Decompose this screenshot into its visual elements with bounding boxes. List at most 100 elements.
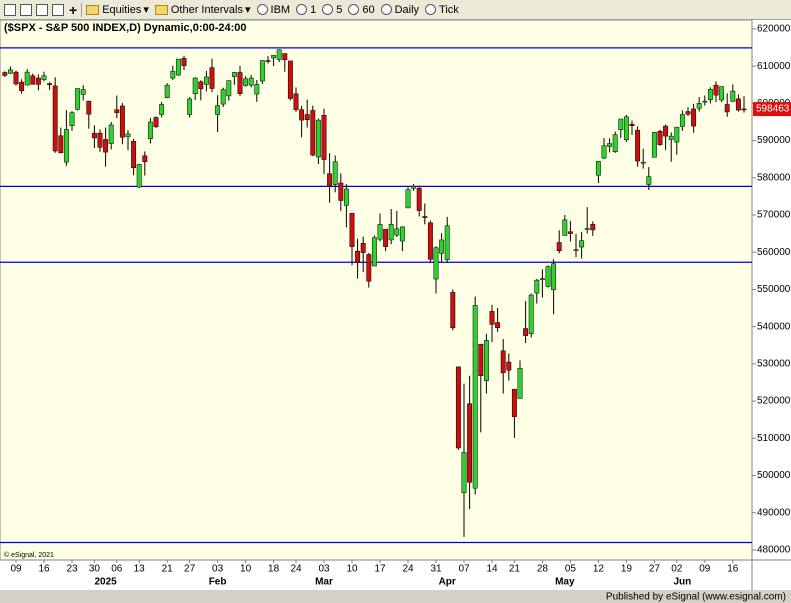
- y-tick-label: 590000: [757, 135, 791, 146]
- candle-body: [696, 103, 702, 109]
- candle-body: [562, 219, 568, 236]
- candle-body: [226, 80, 232, 97]
- dropdown-arrow[interactable]: ▾: [143, 4, 149, 16]
- x-tick-label: 02: [671, 564, 683, 575]
- candle-body: [310, 110, 316, 156]
- toolbar-item[interactable]: Daily: [394, 3, 420, 16]
- candle-body: [203, 76, 209, 85]
- add-icon[interactable]: +: [69, 1, 78, 18]
- candle-body: [489, 311, 495, 325]
- y-tick-label: 570000: [757, 210, 791, 221]
- candle-body: [623, 116, 629, 141]
- candle-body: [724, 104, 730, 113]
- toolbar-item[interactable]: 1: [310, 3, 317, 16]
- candle-body: [63, 129, 69, 163]
- month-label: 2025: [94, 577, 117, 588]
- y-tick-label: 580000: [757, 172, 791, 183]
- candle-body: [691, 108, 697, 127]
- icon[interactable]: [4, 3, 16, 16]
- y-tick-label: 520000: [757, 396, 791, 407]
- candle-body: [416, 187, 422, 211]
- candle-body: [131, 141, 137, 168]
- candle-body: [220, 89, 226, 105]
- candle-body: [58, 135, 64, 154]
- candle-body: [69, 112, 75, 126]
- candle-body: [304, 114, 310, 120]
- candle-body: [528, 294, 534, 334]
- candle-body: [472, 305, 478, 489]
- candle-body: [248, 77, 254, 86]
- dropdown-arrow[interactable]: ▾: [245, 4, 251, 16]
- candle-body: [136, 164, 142, 188]
- icon[interactable]: [20, 3, 32, 16]
- month-label: Apr: [439, 577, 456, 588]
- y-tick-label: 550000: [757, 284, 791, 295]
- x-tick-label: 09: [699, 564, 711, 575]
- candle-body: [612, 134, 618, 152]
- folder-icon: [86, 4, 100, 15]
- circle-icon: [296, 4, 308, 15]
- candle-body: [243, 78, 249, 86]
- icon[interactable]: [52, 3, 64, 16]
- candle-body: [24, 71, 30, 86]
- candle-body: [321, 115, 327, 160]
- candle-body: [646, 176, 652, 185]
- candle-body: [265, 60, 271, 62]
- candle-body: [702, 100, 708, 103]
- candle-body: [388, 224, 394, 241]
- x-tick-label: 30: [89, 564, 101, 575]
- candle-body: [47, 83, 53, 86]
- separator: [81, 2, 83, 17]
- candle-body: [282, 53, 288, 61]
- y-tick-label: 490000: [757, 507, 791, 518]
- candle-body: [506, 361, 512, 371]
- x-tick-label: 10: [240, 564, 252, 575]
- candle-body: [444, 225, 450, 260]
- candle-body: [461, 452, 467, 493]
- toolbar-item[interactable]: Equities: [102, 3, 142, 16]
- x-tick-label: 31: [430, 564, 442, 575]
- toolbar-item[interactable]: IBM: [270, 3, 291, 16]
- candle-body: [209, 67, 215, 89]
- toolbar-item[interactable]: Other Intervals: [170, 3, 243, 16]
- circle-icon: [256, 4, 268, 15]
- candle-body: [635, 129, 641, 162]
- toolbar-item[interactable]: 60: [362, 3, 375, 16]
- toolbar-item[interactable]: 5: [336, 3, 343, 16]
- y-tick-label: 540000: [757, 321, 791, 332]
- candle-body: [114, 109, 120, 113]
- icon[interactable]: [36, 3, 48, 16]
- candle-body: [383, 228, 389, 247]
- copyright: © eSignal, 2021: [4, 551, 54, 559]
- candle-body: [355, 250, 361, 263]
- candle-body: [142, 155, 148, 163]
- x-axis-area: [0, 560, 791, 590]
- plot-area: [0, 20, 753, 561]
- circle-icon: [380, 4, 392, 15]
- y-tick-label: 480000: [757, 545, 791, 556]
- y-tick-label: 500000: [757, 470, 791, 481]
- candle-body: [125, 133, 131, 138]
- candle-body: [187, 98, 193, 115]
- y-tick-label: 510000: [757, 433, 791, 444]
- candle-body: [97, 132, 103, 148]
- candle-body: [467, 403, 473, 483]
- candle-body: [674, 126, 680, 143]
- candle-body: [719, 86, 725, 101]
- candle-body: [276, 49, 282, 60]
- x-tick-label: 19: [621, 564, 633, 575]
- last-price-tag: [753, 102, 791, 117]
- x-tick-label: 17: [374, 564, 386, 575]
- candle-body: [450, 292, 456, 329]
- candle-body: [539, 278, 545, 280]
- candle-body: [91, 132, 97, 139]
- candle-body: [7, 69, 13, 74]
- candle-body: [640, 161, 646, 164]
- toolbar-item[interactable]: Tick: [439, 3, 459, 16]
- candle-body: [663, 125, 669, 137]
- x-tick-label: 10: [346, 564, 358, 575]
- candle-body: [86, 100, 92, 115]
- candle-body: [685, 111, 691, 115]
- candle-body: [119, 105, 125, 138]
- candle-body: [590, 224, 596, 231]
